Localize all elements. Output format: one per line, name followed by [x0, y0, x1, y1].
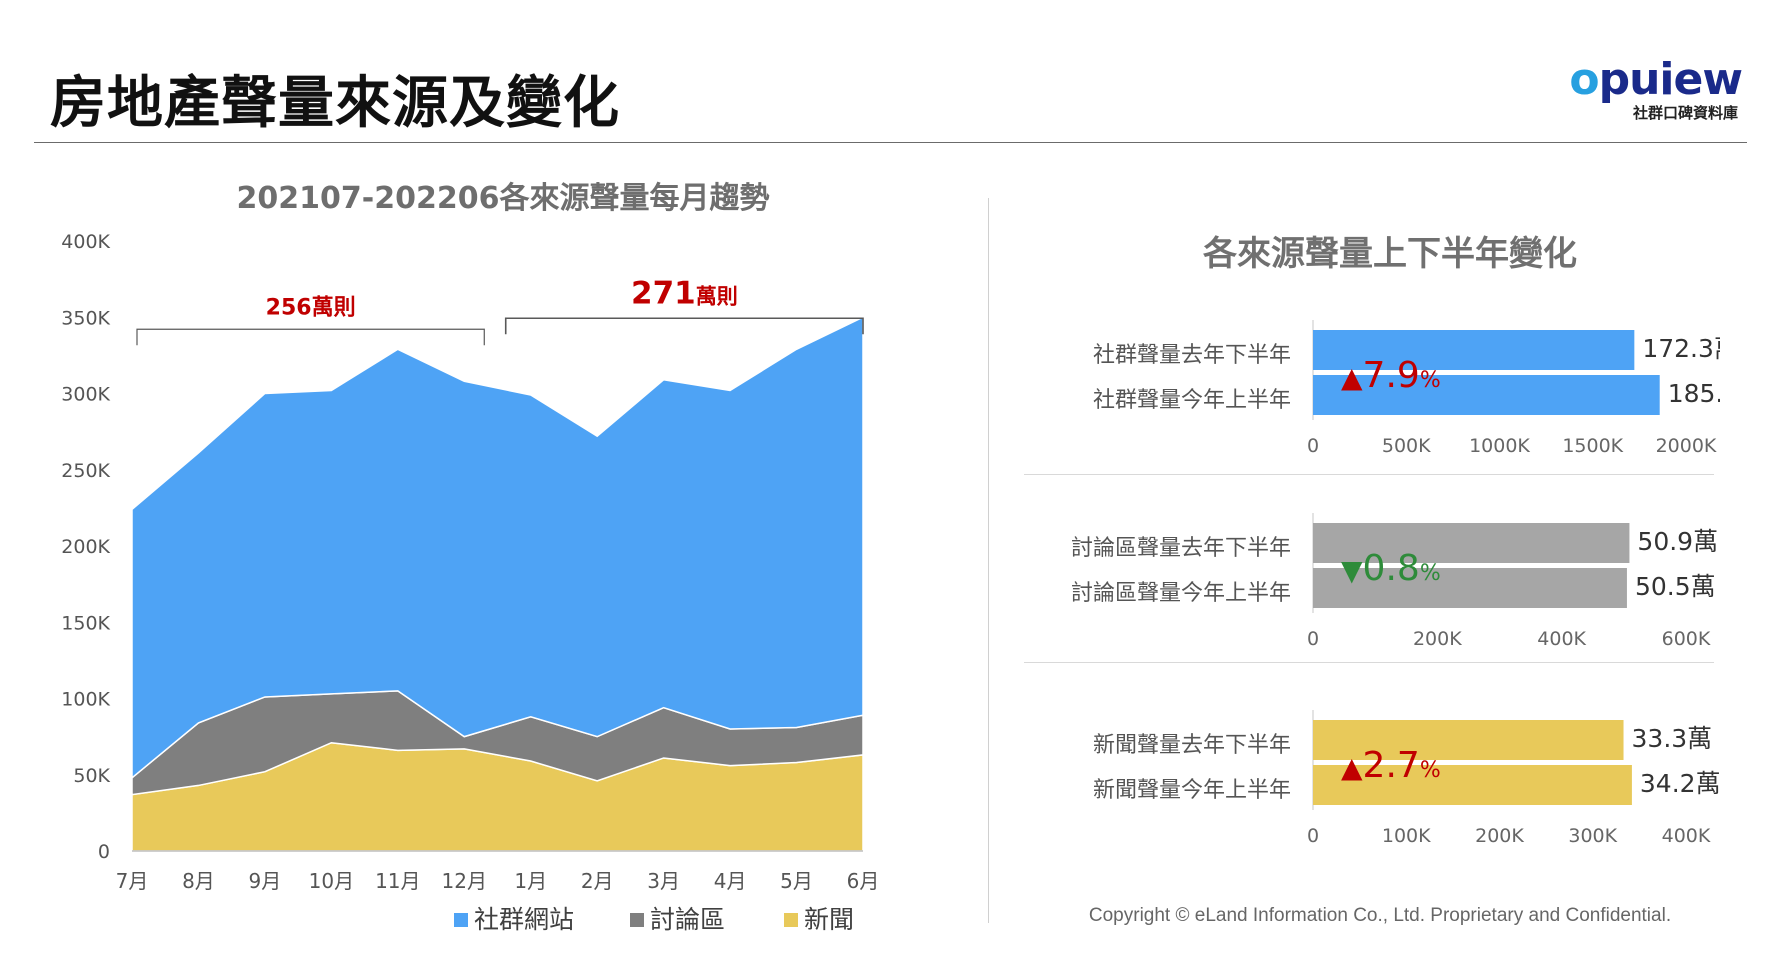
bar-value-label: 33.3萬: [1632, 724, 1713, 753]
bracket-annotation-1: 271萬則: [504, 275, 864, 335]
logo-subtitle: 社群口碑資料庫: [1632, 104, 1738, 122]
legend-label: 討論區: [650, 905, 725, 934]
bar-category-label: 新聞聲量去年下半年: [1093, 733, 1291, 758]
bar-tick-label: 600K: [1662, 628, 1711, 650]
header-divider: [34, 142, 1747, 143]
legend-item: 討論區: [630, 905, 725, 934]
bar-tick-label: 200K: [1413, 628, 1462, 650]
x-tick-label: 8月: [182, 869, 215, 893]
bar-value-label: 172.3萬: [1642, 334, 1720, 363]
bar-0: [1313, 330, 1635, 370]
x-tick-label: 11月: [375, 869, 420, 893]
vertical-divider: [988, 198, 989, 923]
x-tick-label: 9月: [249, 869, 282, 893]
bar-tick-label: 0: [1307, 435, 1319, 457]
legend-label: 新聞: [804, 905, 854, 934]
x-tick-label: 12月: [442, 869, 487, 893]
bar-value-label: 50.9萬: [1637, 527, 1718, 556]
bar-tick-label: 400K: [1662, 825, 1711, 847]
logo-wordmark: opuiew: [1569, 54, 1743, 105]
bar-category-label: 討論區聲量今年上半年: [1071, 581, 1291, 606]
x-tick-label: 2月: [581, 869, 614, 893]
y-tick-label: 50K: [73, 765, 110, 787]
bar-1: [1313, 765, 1632, 805]
bar-value-label: 50.5萬: [1635, 572, 1716, 601]
bar-tick-label: 200K: [1475, 825, 1524, 847]
area-chart-title: 202107-202206各來源聲量每月趨勢: [237, 181, 770, 216]
opview-logo: opuiew 社群口碑資料庫: [1552, 54, 1743, 126]
social-halfyear-bar-panel: 社群聲量去年下半年 172.3萬社群聲量今年上半年 185.9萬 ▲7.9% 0 500K…: [1093, 320, 1720, 457]
copyright-notice: Copyright © eLand Information Co., Ltd. …: [1088, 905, 1672, 926]
x-tick-label: 4月: [714, 869, 747, 893]
x-tick-label: 10月: [309, 869, 354, 893]
legend-item: 社群網站: [454, 905, 574, 934]
change-percent-label: ▲7.9%: [1341, 355, 1441, 396]
bar-tick-label: 2000K: [1656, 435, 1717, 457]
panel-divider: [1024, 474, 1714, 475]
legend-item: 新聞: [784, 905, 854, 934]
y-tick-label: 0: [98, 841, 110, 863]
change-percent-label: ▲2.7%: [1341, 745, 1441, 786]
legend-label: 社群網站: [474, 905, 574, 934]
bracket-label: 271萬則: [631, 275, 738, 311]
bar-value-label: 185.9萬: [1668, 379, 1720, 408]
bar-tick-label: 1500K: [1562, 435, 1623, 457]
bar-0: [1313, 523, 1630, 563]
bar-tick-label: 500K: [1382, 435, 1431, 457]
bar-tick-label: 0: [1307, 628, 1319, 650]
change-percent-label: ▼0.8%: [1341, 548, 1441, 589]
y-tick-label: 400K: [61, 231, 110, 253]
x-tick-label: 5月: [780, 869, 813, 893]
bar-1: [1313, 568, 1627, 608]
bar-category-label: 社群聲量今年上半年: [1093, 388, 1291, 413]
bracket-label: 256萬則: [266, 295, 356, 320]
half-year-change-title: 各來源聲量上下半年變化: [1203, 234, 1577, 274]
bar-category-label: 討論區聲量去年下半年: [1071, 536, 1291, 561]
monthly-trend-area-chart: 202107-202206各來源聲量每月趨勢 0 50K 100K 150K 200K 2…: [61, 181, 880, 934]
bar-category-label: 社群聲量去年下半年: [1093, 343, 1291, 368]
bar-tick-label: 400K: [1537, 628, 1586, 650]
legend-swatch: [454, 913, 468, 927]
bar-tick-label: 100K: [1382, 825, 1431, 847]
bar-category-label: 新聞聲量今年上半年: [1093, 778, 1291, 803]
y-tick-label: 300K: [61, 384, 110, 406]
bar-1: [1313, 375, 1660, 415]
page-title: 房地產聲量來源及變化: [50, 71, 620, 136]
bar-tick-label: 0: [1307, 825, 1319, 847]
y-tick-label: 100K: [61, 689, 110, 711]
bar-value-label: 34.2萬: [1640, 769, 1720, 798]
y-tick-label: 150K: [61, 612, 110, 634]
bar-0: [1313, 720, 1624, 760]
bar-tick-label: 300K: [1568, 825, 1617, 847]
panel-divider: [1024, 662, 1714, 663]
y-tick-label: 350K: [61, 307, 110, 329]
area-series-2: [131, 316, 864, 780]
x-tick-label: 3月: [647, 869, 680, 893]
x-tick-label: 1月: [514, 869, 547, 893]
y-tick-label: 250K: [61, 460, 110, 482]
legend-swatch: [784, 913, 798, 927]
x-tick-label: 7月: [116, 869, 149, 893]
bracket-annotation-0: 256萬則: [136, 295, 485, 346]
y-tick-label: 200K: [61, 536, 110, 558]
x-tick-label: 6月: [847, 869, 880, 893]
legend-swatch: [630, 913, 644, 927]
bar-tick-label: 1000K: [1469, 435, 1530, 457]
